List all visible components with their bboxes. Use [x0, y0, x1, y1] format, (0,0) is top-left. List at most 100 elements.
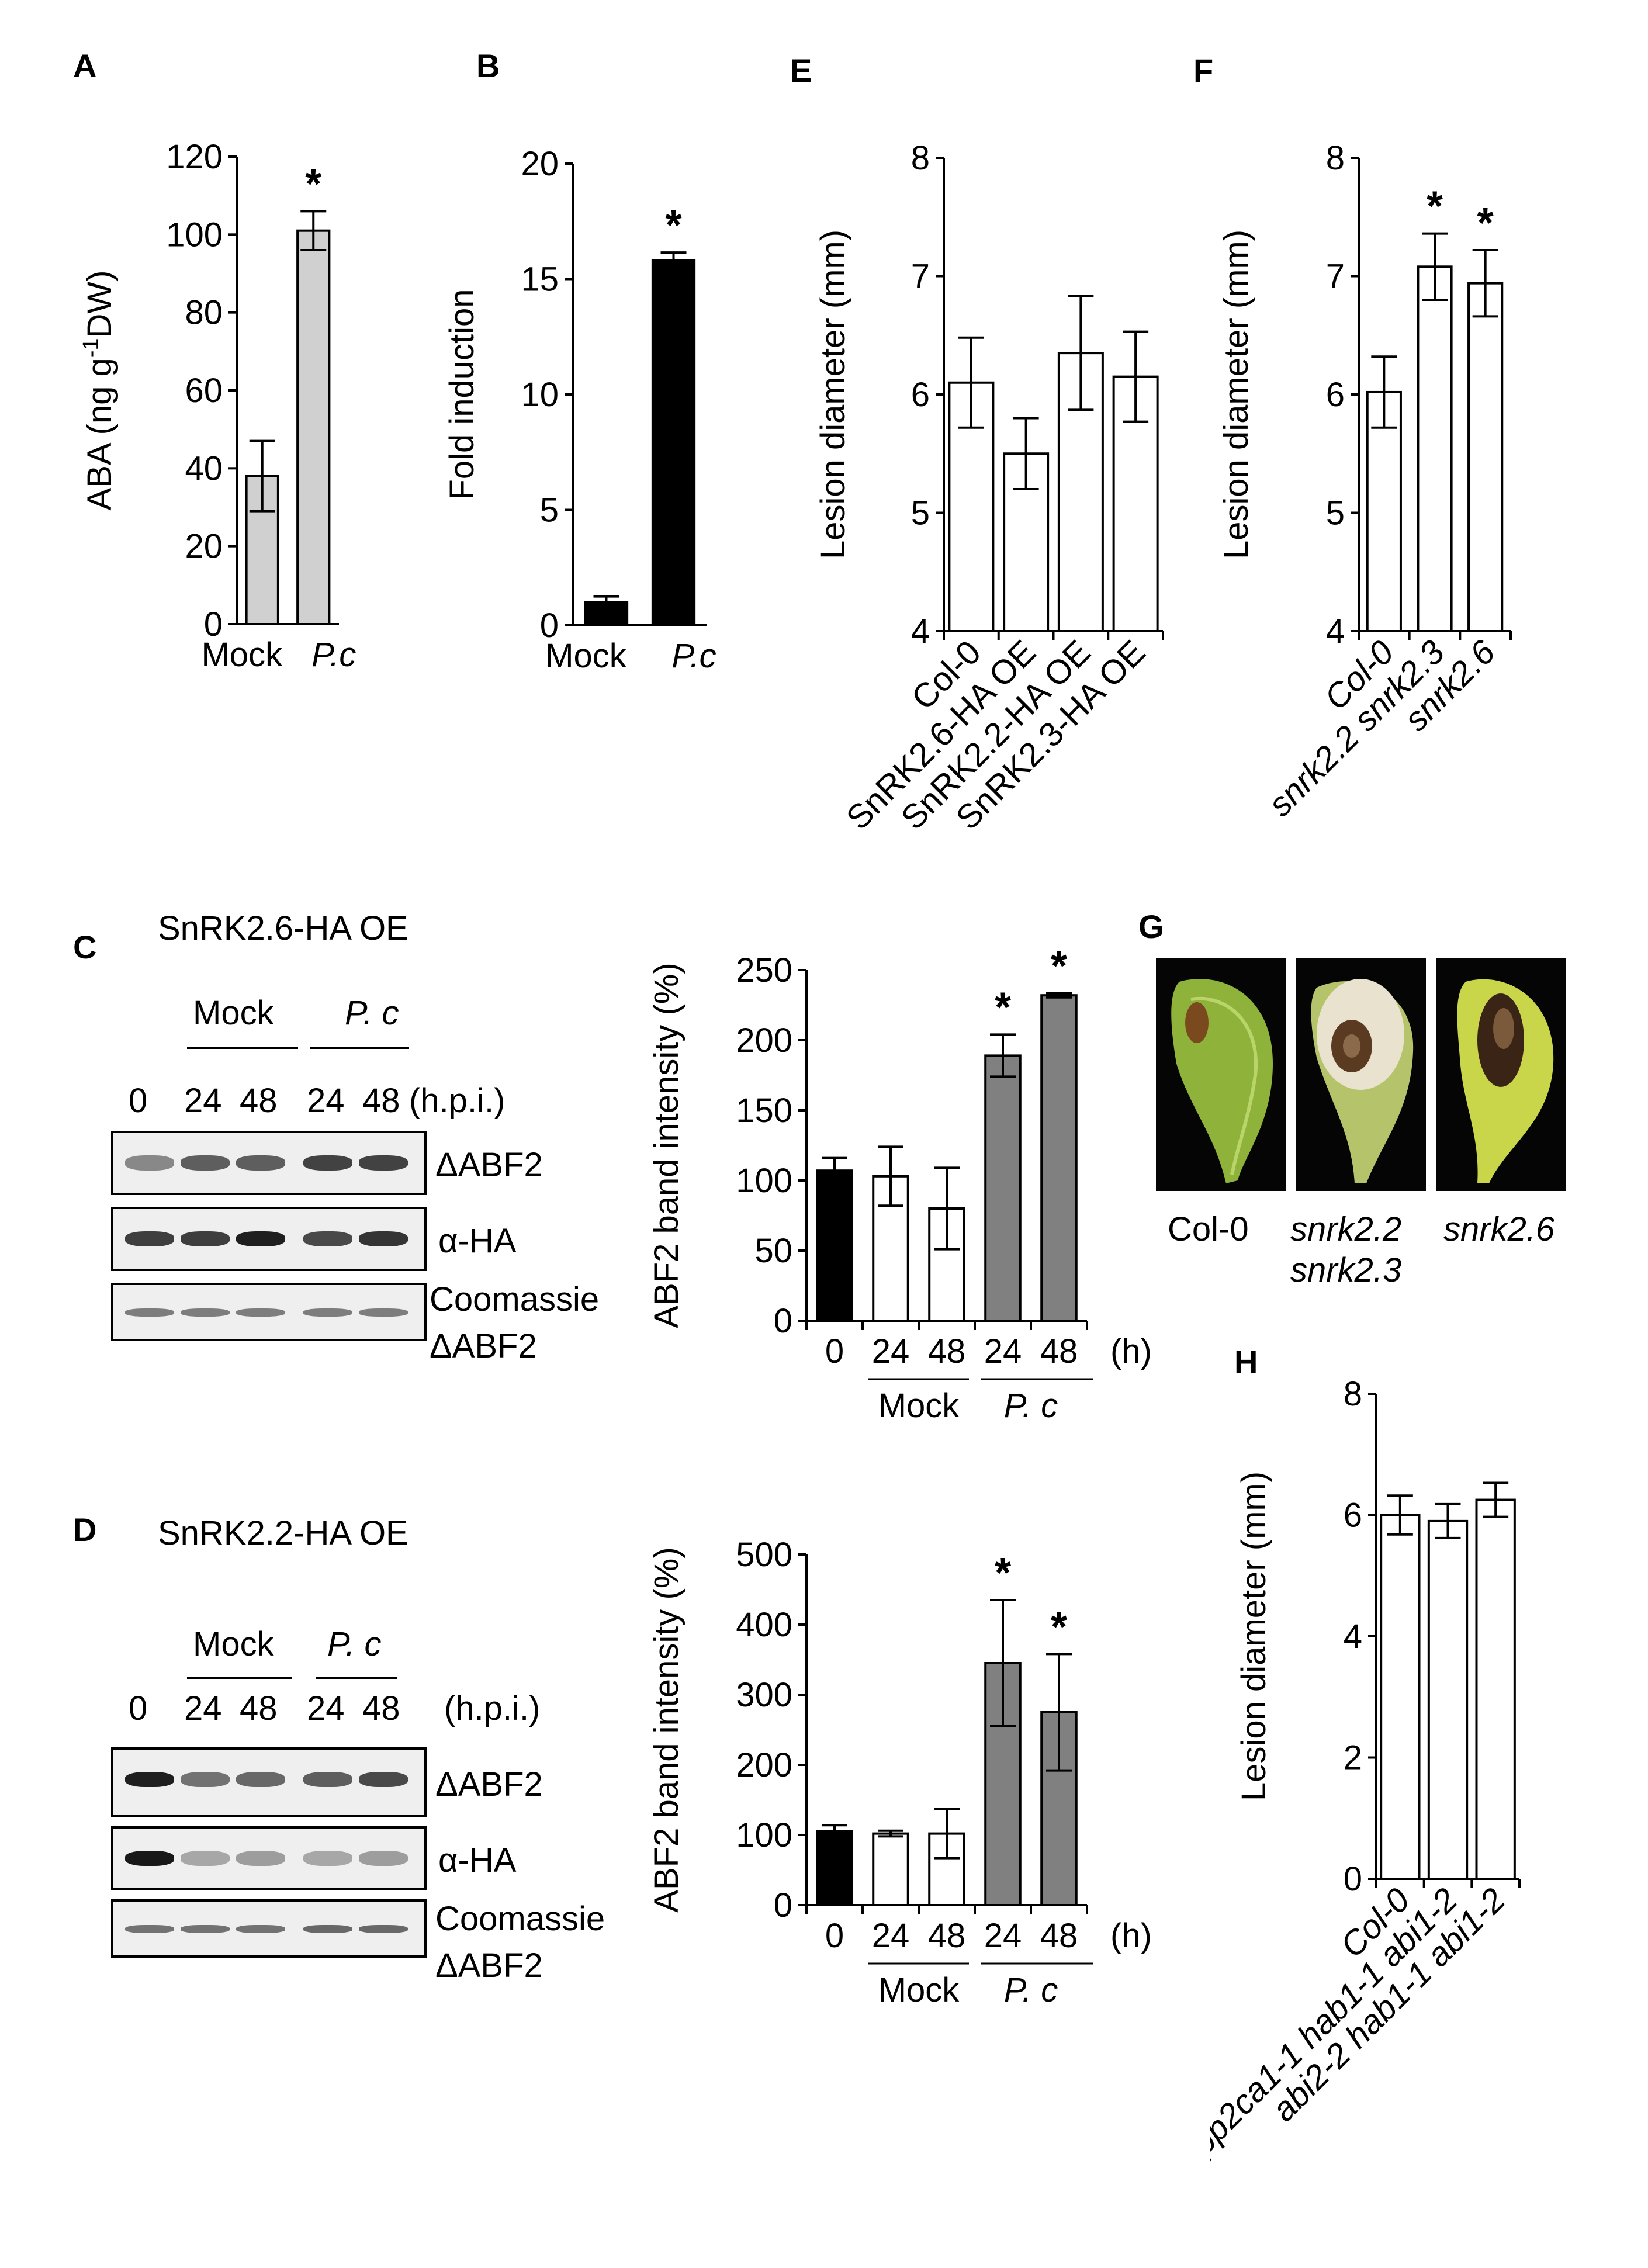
blot-d-label-coomassie-target: ΔABF2: [435, 1947, 543, 1985]
bar: [1417, 265, 1453, 632]
y-tick-label: 400: [736, 1606, 792, 1644]
x-tick-label: 24: [872, 1332, 910, 1370]
significance-marker: *: [1051, 1604, 1067, 1650]
y-tick-label: 150: [736, 1092, 792, 1130]
blot-band: [125, 1851, 174, 1866]
x-tick-label: Mock: [201, 636, 283, 674]
y-axis-label: Lesion diameter (mm): [1235, 1471, 1273, 1801]
y-tick-label: 250: [736, 951, 792, 989]
y-tick-label: 5: [1326, 494, 1345, 532]
significance-marker: *: [665, 202, 681, 249]
y-tick-label: 0: [1344, 1860, 1362, 1898]
blot-band: [303, 1308, 352, 1317]
lane-label: 48: [362, 1689, 400, 1727]
blot-band: [303, 1155, 352, 1171]
x-tick-label: 24: [984, 1917, 1022, 1955]
y-tick-label: 500: [736, 1536, 792, 1574]
chart-a: 0 20 40 60 80 100 120 ABA (ng g-1DW) Mock * P.c: [82, 138, 356, 674]
y-tick-label: 0: [540, 607, 559, 645]
y-tick-label: 4: [1326, 612, 1345, 650]
y-tick-label: 120: [166, 138, 223, 176]
blot-band: [359, 1772, 408, 1787]
blot-c-ha-strip: [111, 1207, 427, 1271]
bar: [816, 1169, 853, 1322]
significance-marker: *: [995, 1550, 1011, 1597]
x-tick-label: 48: [1040, 1332, 1078, 1370]
leaf-label-col0: Col-0: [1168, 1210, 1249, 1248]
y-axis-label: Fold induction: [444, 289, 481, 500]
blot-band: [181, 1308, 230, 1317]
y-tick-label: 200: [736, 1022, 792, 1059]
blot-band: [181, 1851, 230, 1866]
group-label-mock: Mock: [878, 1971, 960, 2009]
group-label-pc: P. c: [1004, 1971, 1058, 2009]
y-axis-label: ABF2 band intensity (%): [648, 962, 685, 1328]
y-tick-label: 100: [166, 216, 223, 254]
x-tick-label: 48: [928, 1917, 966, 1955]
y-axis-label: ABA (ng g-1DW): [82, 271, 119, 511]
y-tick-label: 8: [1326, 139, 1345, 177]
x-tick-label: pp2ca1-1 hab1-1 abi1-2: [1210, 1881, 1465, 2163]
y-tick-label: 0: [774, 1302, 792, 1340]
bar: [1467, 282, 1504, 632]
blot-c-label-coomassie-target: ΔABF2: [430, 1327, 537, 1365]
x-tick-label: 24: [984, 1332, 1022, 1370]
y-tick-label: 20: [185, 528, 223, 566]
blot-c-group-pc: P. c: [345, 994, 399, 1032]
y-tick-label: 5: [911, 494, 930, 532]
lane-label: 0: [129, 1689, 148, 1727]
blot-band: [125, 1772, 174, 1787]
blot-band: [181, 1772, 230, 1787]
blot-d-mock-line: [187, 1677, 292, 1679]
blot-band: [125, 1925, 174, 1933]
leaf-label-snrk2-6: snrk2.6: [1443, 1210, 1555, 1248]
x-tick-label: P.c: [671, 637, 716, 675]
bar: [1366, 390, 1402, 632]
blot-c-label-coomassie: Coomassie: [430, 1280, 600, 1318]
blot-d-label-coomassie: Coomassie: [435, 1900, 605, 1938]
blot-d-lane-unit: (h.p.i.): [444, 1689, 541, 1727]
y-tick-label: 0: [774, 1886, 792, 1924]
leaf-label-snrk2-2: snrk2.2: [1290, 1210, 1402, 1248]
bar: [651, 259, 696, 626]
chart-d: 0 100 200 300 400 500 ABF2 band intensity (%) 0…: [648, 1536, 1152, 2009]
blot-c-group-mock: Mock: [193, 994, 274, 1032]
chart-b: 0 5 10 15 20 Fold induction Mock * P.c: [444, 145, 716, 675]
bar: [1380, 1514, 1421, 1880]
panel-label-c: C: [73, 929, 97, 965]
bar: [984, 1662, 1022, 1906]
leaf-label-snrk2-3: snrk2.3: [1290, 1251, 1402, 1289]
significance-marker: *: [305, 161, 321, 207]
leaf-photo-col0: [1156, 958, 1286, 1191]
blot-band: [359, 1925, 408, 1933]
bar: [872, 1832, 909, 1906]
blot-band: [303, 1772, 352, 1787]
lane-label: 48: [240, 1689, 278, 1727]
blot-band: [359, 1231, 408, 1246]
significance-marker: *: [995, 984, 1011, 1031]
x-tick-label: Mock: [545, 637, 627, 675]
lane-label: 48: [362, 1082, 400, 1120]
panel-label-g: G: [1138, 908, 1164, 945]
y-axis-label: Lesion diameter (mm): [1217, 230, 1255, 559]
blot-band: [125, 1308, 174, 1317]
blot-band: [181, 1231, 230, 1246]
blot-d-title: SnRK2.2-HA OE: [158, 1514, 408, 1552]
significance-marker: *: [1477, 200, 1494, 247]
blot-c-mock-line: [187, 1047, 298, 1049]
blot-c-lane-unit: (h.p.i.): [409, 1082, 506, 1120]
blot-d-group-pc: P. c: [327, 1625, 382, 1663]
blot-band: [303, 1851, 352, 1866]
bar: [1475, 1498, 1516, 1880]
bar: [1040, 994, 1078, 1322]
blot-band: [236, 1231, 285, 1246]
y-tick-label: 4: [911, 612, 930, 650]
y-tick-label: 2: [1344, 1739, 1362, 1777]
y-tick-label: 80: [185, 294, 223, 332]
panel-label-d: D: [73, 1511, 97, 1548]
x-tick-label: 48: [1040, 1917, 1078, 1955]
y-tick-label: 8: [1344, 1375, 1362, 1413]
blot-c-label-ha: α-HA: [438, 1222, 517, 1260]
